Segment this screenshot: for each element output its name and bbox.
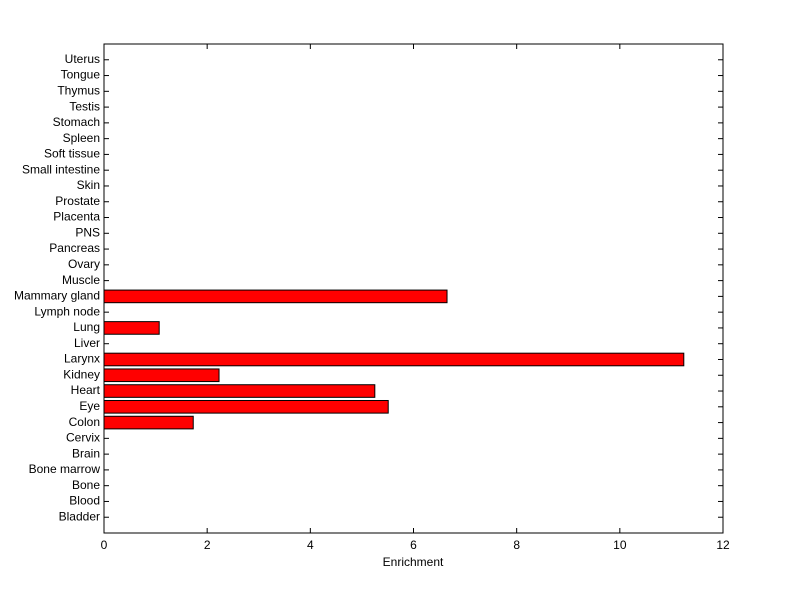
y-tick-label: Bone marrow (29, 462, 101, 476)
plot-frame (103, 43, 724, 534)
y-tick-label: Spleen (63, 131, 100, 145)
y-tick-label: Heart (71, 383, 101, 397)
bar (103, 415, 194, 430)
y-tick-label: Cervix (66, 431, 100, 445)
y-tick-label: Bladder (59, 509, 100, 523)
y-tick-label: Muscle (62, 273, 100, 287)
x-tick-label: 8 (513, 538, 520, 552)
y-tick-label: Brain (72, 446, 100, 460)
y-tick-label: Thymus (57, 83, 100, 97)
y-tick-label: Testis (69, 99, 100, 113)
y-tick-label: PNS (75, 225, 100, 239)
y-tick-label: Eye (79, 399, 100, 413)
x-tick-label: 10 (613, 538, 627, 552)
y-tick-label: Liver (74, 336, 100, 350)
x-tick-label: 4 (307, 538, 314, 552)
bar (103, 289, 448, 304)
y-tick-label: Larynx (64, 352, 100, 366)
y-tick-label: Small intestine (22, 162, 100, 176)
y-tick-label: Lymph node (34, 304, 100, 318)
y-tick-label: Mammary gland (14, 289, 100, 303)
x-tick-label: 12 (716, 538, 730, 552)
y-tick-label: Soft tissue (44, 147, 100, 161)
y-tick-label: Lung (73, 320, 100, 334)
y-tick-label: Kidney (63, 367, 100, 381)
y-tick-label: Pancreas (49, 241, 100, 255)
x-axis-label: Enrichment (383, 555, 444, 569)
y-tick-label: Blood (69, 494, 100, 508)
bar (103, 321, 160, 335)
y-tick-label: Uterus (65, 52, 100, 66)
y-tick-label: Tongue (61, 68, 101, 82)
y-tick-label: Stomach (53, 115, 100, 129)
y-tick-label: Placenta (53, 210, 100, 224)
bar (103, 399, 389, 414)
bar (103, 384, 376, 398)
y-tick-label: Bone (72, 478, 100, 492)
y-tick-label: Colon (69, 415, 100, 429)
x-tick-label: 0 (101, 538, 108, 552)
x-tick-label: 2 (204, 538, 211, 552)
plot-area (104, 44, 723, 533)
y-tick-label: Prostate (55, 194, 100, 208)
bar (103, 368, 220, 383)
x-tick-label: 6 (410, 538, 417, 552)
y-tick-label: Ovary (68, 257, 100, 271)
y-tick-label: Skin (77, 178, 100, 192)
bar (103, 352, 685, 367)
